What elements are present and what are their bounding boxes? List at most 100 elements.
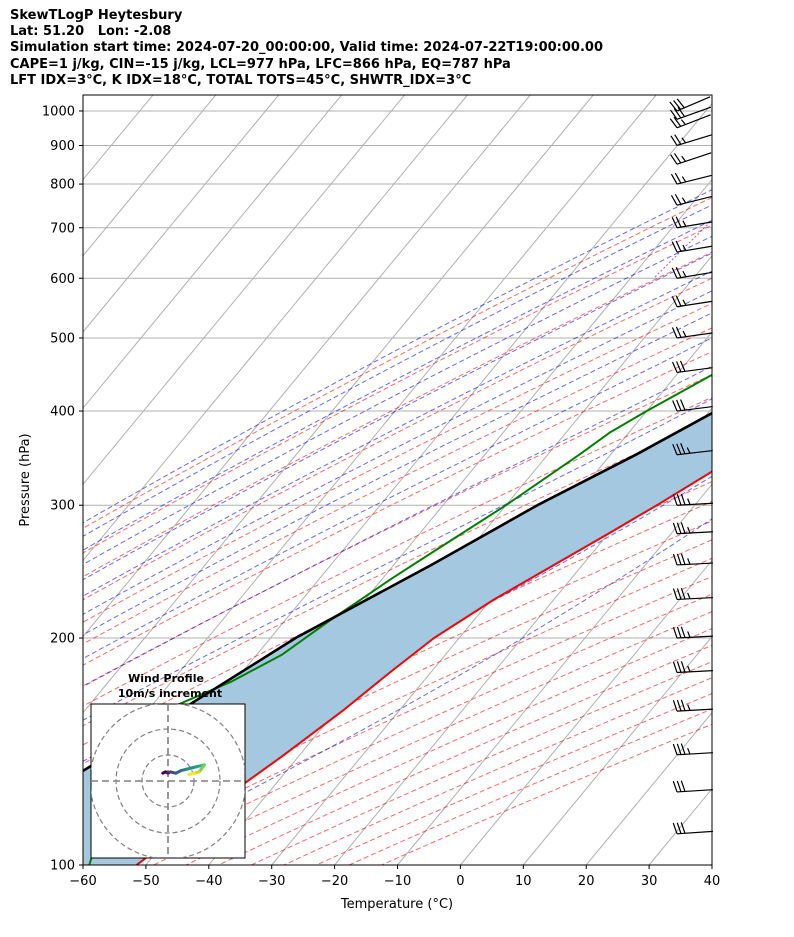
barb-flag: [673, 116, 682, 127]
barb-flag: [669, 118, 678, 129]
barb-flag: [680, 588, 686, 600]
barb-half-flag: [687, 498, 691, 505]
wind-barb: [672, 699, 713, 712]
barb-staff: [676, 114, 711, 129]
barb-flag: [676, 743, 682, 755]
barb-half-flag: [687, 704, 691, 711]
isotherm-line: [83, 95, 594, 714]
isotherm-line: [522, 635, 712, 865]
barb-staff: [676, 752, 713, 756]
hodograph-segment: [187, 771, 196, 776]
barb-flag: [680, 743, 686, 755]
barb-flag: [673, 153, 682, 164]
x-tick-label: −60: [69, 874, 96, 889]
wind-barb: [670, 172, 713, 185]
barb-flag: [672, 780, 678, 793]
barb-staff: [676, 708, 713, 712]
hodograph-title: Wind Profile: [128, 672, 204, 685]
barb-flag: [677, 106, 686, 117]
isotherm-line: [397, 483, 712, 865]
barb-flag: [672, 627, 678, 639]
x-tick-label: −10: [384, 874, 411, 889]
barb-staff: [676, 531, 713, 535]
x-tick-label: −30: [258, 874, 285, 889]
barb-staff: [676, 221, 713, 229]
mixing-ratio-line: [738, 95, 794, 278]
y-tick-label: 200: [50, 632, 75, 647]
barb-staff: [676, 332, 713, 339]
wind-barb: [672, 661, 713, 674]
barb-flag: [676, 661, 682, 673]
wind-barb: [670, 193, 713, 206]
barb-flag: [676, 522, 682, 534]
moist-adiabat: [83, 270, 712, 597]
barb-flag: [672, 494, 678, 506]
dry-adiabat: [218, 644, 712, 865]
dry-adiabat: [348, 708, 712, 865]
x-tick-label: −20: [321, 874, 348, 889]
dry-adiabat: [83, 396, 712, 707]
barb-flag: [672, 661, 678, 673]
barb-flag: [674, 134, 682, 145]
isotherm-line: [711, 864, 712, 865]
isotherm-line: [585, 711, 712, 865]
wind-barb: [669, 96, 711, 112]
wind-barb: [672, 399, 713, 412]
barb-half-flag: [682, 220, 687, 227]
wind-barb: [672, 588, 713, 601]
barb-flag: [676, 822, 682, 834]
barb-staff: [676, 670, 713, 674]
axis-ticks: −60 −50 −40 −30 −20 −10 0 10 20 30 40 1000 900 800 700…: [42, 104, 720, 889]
barb-flag: [669, 109, 678, 120]
x-tick-label: −40: [195, 874, 222, 889]
isotherm-line: [83, 95, 217, 257]
barb-staff: [676, 635, 713, 639]
barb-half-flag: [687, 631, 691, 638]
barb-flag: [680, 822, 686, 834]
wind-barb: [670, 152, 712, 165]
moist-adiabat: [83, 365, 712, 688]
barb-flag: [671, 267, 678, 279]
barb-flag: [680, 443, 686, 455]
wind-barb: [672, 360, 713, 374]
barb-flag: [670, 135, 678, 146]
barb-staff: [676, 195, 713, 206]
title-line-3: Simulation start time: 2024-07-20_00:00:…: [10, 40, 603, 55]
barb-flag: [672, 361, 678, 373]
barb-flag: [675, 361, 682, 373]
barb-flag: [672, 400, 678, 412]
wind-barb: [672, 553, 713, 566]
wind-barb: [672, 626, 713, 639]
y-tick-label: 400: [50, 405, 75, 420]
x-tick-label: 0: [456, 874, 464, 889]
y-tick-label: 900: [50, 139, 75, 154]
moist-adiabat: [83, 475, 712, 814]
wind-barb: [672, 743, 713, 756]
barb-staff: [676, 134, 712, 147]
wind-barb: [672, 822, 713, 835]
barb-flag: [672, 553, 678, 566]
barb-staff: [676, 367, 713, 374]
y-tick-label: 300: [50, 499, 75, 514]
dry-adiabat: [83, 251, 712, 578]
wind-barb: [672, 493, 713, 506]
barb-half-flag: [682, 270, 687, 278]
y-tick-label: 1000: [42, 104, 75, 119]
barb-flag: [675, 295, 682, 307]
isotherm-line: [83, 95, 280, 333]
barb-flag: [676, 780, 682, 792]
dry-adiabat: [83, 520, 712, 818]
wind-barb: [672, 522, 713, 535]
barb-staff: [676, 502, 713, 506]
y-tick-label: 700: [50, 221, 75, 236]
barb-flag: [676, 588, 682, 600]
dry-adiabat: [250, 661, 712, 865]
barb-staff: [676, 562, 713, 566]
barb-half-flag: [681, 137, 687, 144]
y-tick-label: 100: [50, 859, 75, 874]
dry-adiabat: [83, 351, 712, 666]
barb-flag: [675, 216, 682, 228]
barb-half-flag: [687, 558, 691, 565]
barb-flag: [680, 553, 686, 565]
